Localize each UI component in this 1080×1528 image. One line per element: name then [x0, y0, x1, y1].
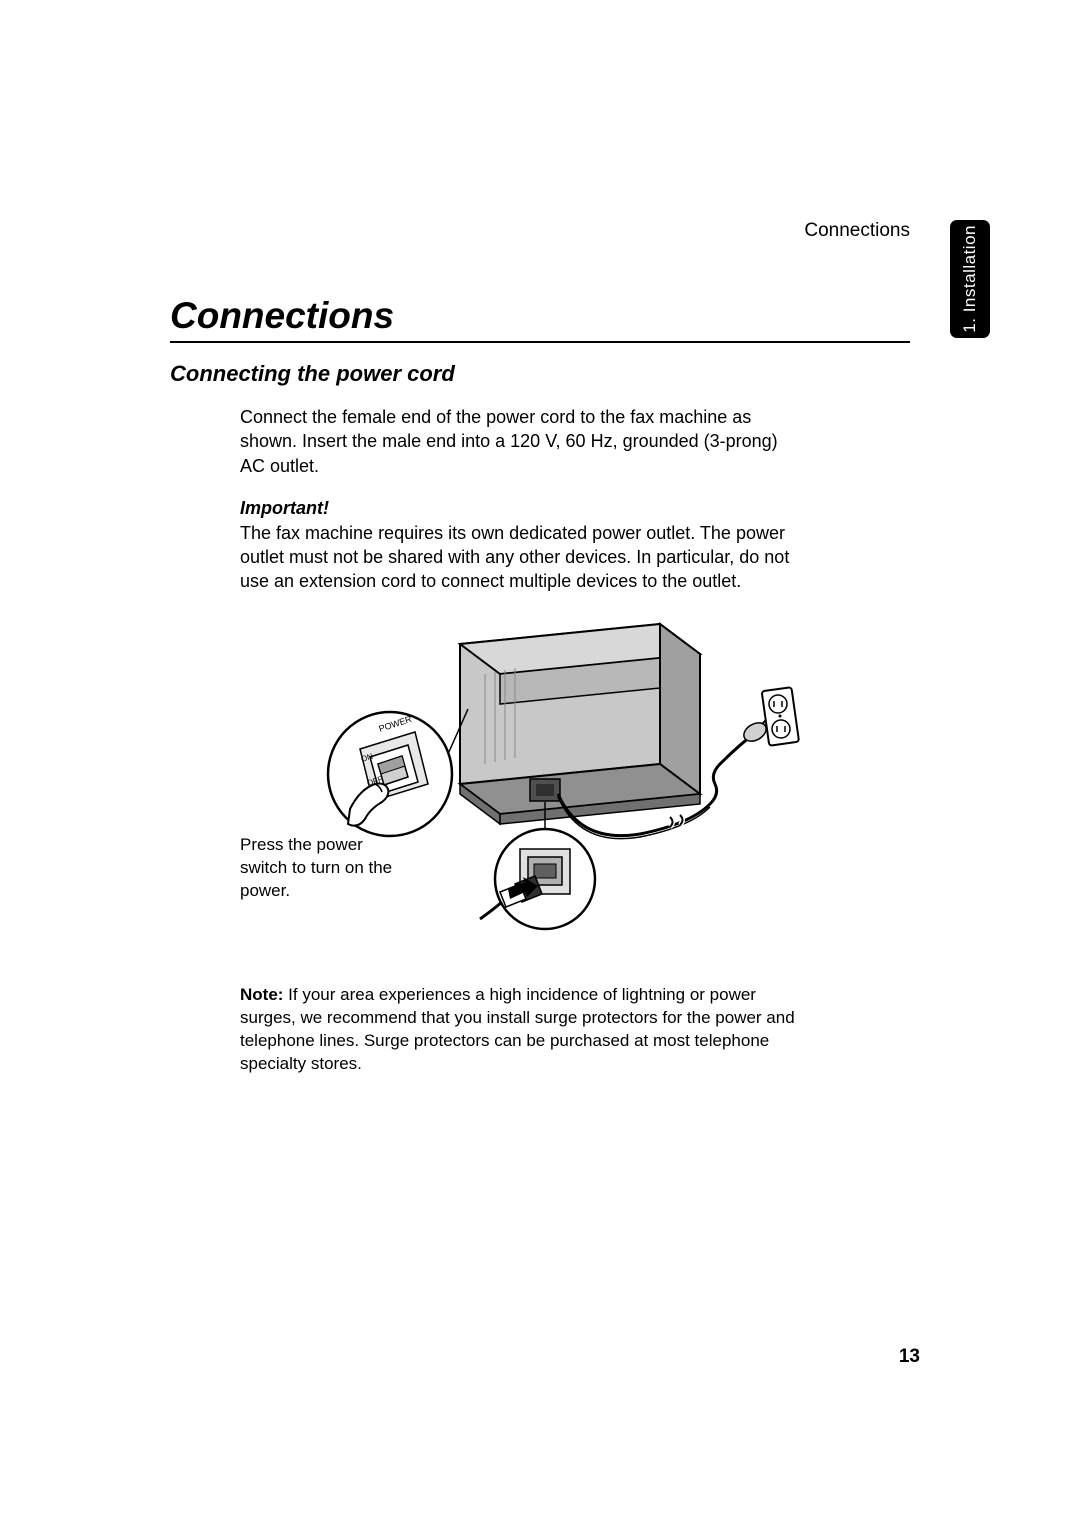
heading-rule — [170, 341, 910, 343]
sub-heading: Connecting the power cord — [170, 361, 910, 387]
note-block: Note: If your area experiences a high in… — [240, 984, 800, 1076]
page-number: 13 — [899, 1346, 920, 1368]
figure-area: POWER ON OFF — [240, 614, 800, 954]
important-body: The fax machine requires its own dedicat… — [240, 521, 800, 594]
fax-machine-icon — [460, 624, 700, 824]
intro-text: Connect the female end of the power cord… — [240, 405, 800, 478]
main-heading: Connections — [170, 295, 910, 337]
figure-caption: Press the power switch to turn on the po… — [240, 834, 400, 903]
note-body: If your area experiences a high incidenc… — [240, 985, 795, 1073]
note-label: Note: — [240, 985, 283, 1004]
page-container: Connections 1. Installation Connections … — [170, 220, 910, 1076]
intro-block: Connect the female end of the power cord… — [240, 405, 800, 594]
important-label: Important! — [240, 498, 800, 519]
power-switch-detail-icon: POWER ON OFF — [328, 709, 468, 836]
wall-outlet-icon — [762, 687, 799, 746]
section-tab: 1. Installation — [950, 220, 990, 338]
section-tab-label: 1. Installation — [960, 225, 980, 333]
running-header: Connections — [804, 220, 910, 242]
note-text: Note: If your area experiences a high in… — [240, 984, 800, 1076]
